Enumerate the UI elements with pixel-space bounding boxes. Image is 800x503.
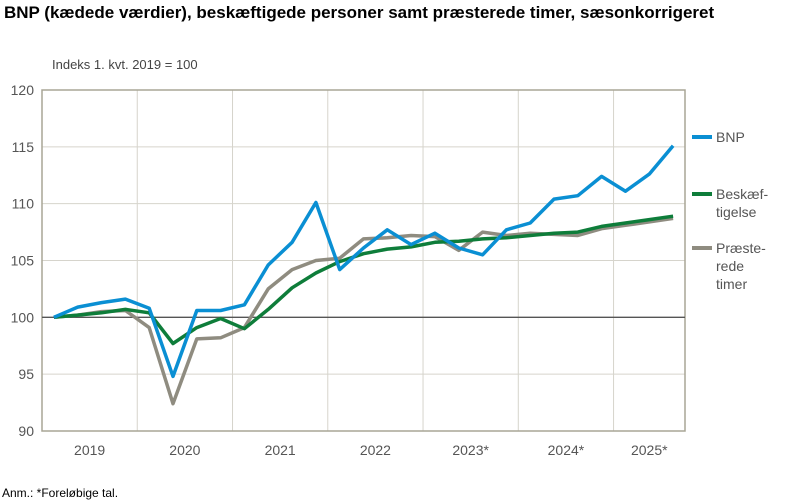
series-line-2 (53, 216, 674, 406)
x-tick-label: 2020 (169, 442, 200, 458)
footnote: Anm.: *Foreløbige tal. (2, 486, 119, 500)
legend-label: Præste- (716, 240, 766, 256)
legend-label: rede (716, 258, 744, 274)
y-tick-label: 115 (12, 139, 35, 155)
series-line-1 (53, 214, 674, 346)
legend-label: timer (716, 276, 747, 292)
legend-label: tigelse (716, 204, 757, 220)
x-tick-label: 2024* (548, 442, 585, 458)
y-tick-label: 120 (11, 82, 35, 98)
y-tick-label: 95 (18, 366, 34, 382)
y-tick-label: 110 (12, 196, 35, 212)
legend-label: Beskæf- (716, 186, 768, 202)
legend-label: BNP (716, 129, 745, 145)
x-tick-label: 2023* (452, 442, 489, 458)
x-tick-label: 2025* (631, 442, 668, 458)
plot-frame (41, 89, 686, 432)
y-axis-label: Indeks 1. kvt. 2019 = 100 (52, 57, 198, 72)
x-tick-label: 2021 (265, 442, 296, 458)
y-tick-label: 105 (11, 253, 35, 269)
series-line-0 (53, 144, 675, 379)
y-tick-label: 90 (18, 423, 34, 439)
chart-title: BNP (kædede værdier), beskæftigede perso… (4, 3, 715, 22)
x-tick-label: 2022 (360, 442, 391, 458)
x-tick-label: 2019 (74, 442, 105, 458)
y-tick-label: 100 (11, 309, 35, 325)
